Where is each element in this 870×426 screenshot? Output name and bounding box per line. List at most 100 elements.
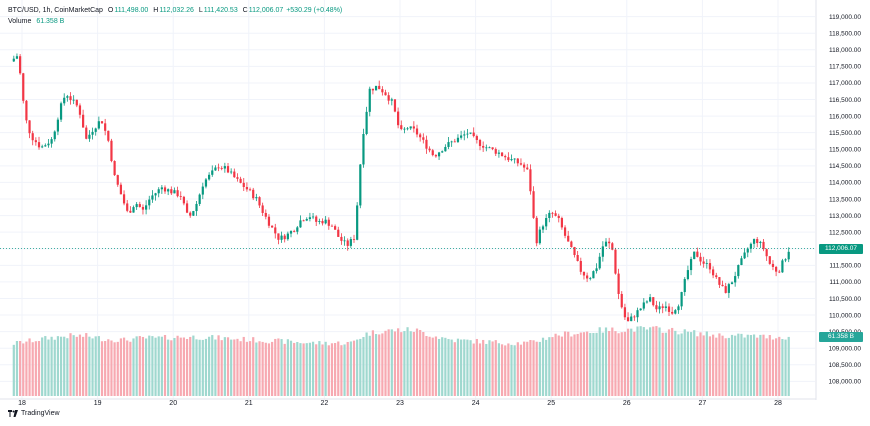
y-tick-label: 108,500.00 (828, 362, 861, 369)
volume-bar (346, 341, 349, 396)
volume-bar (141, 336, 145, 396)
volume-bar (378, 334, 381, 396)
y-tick-label: 111,500.00 (829, 263, 861, 270)
candle-body (601, 246, 604, 257)
volume-bar (173, 337, 176, 396)
volume-bar (705, 331, 708, 396)
candle-body (148, 199, 151, 206)
candle-body (500, 152, 504, 157)
volume-label[interactable]: Volume (8, 18, 32, 25)
tradingview-label: TradingView (21, 410, 60, 417)
candle-body (680, 292, 683, 307)
volume-bar (44, 336, 47, 396)
high-value: 112,032.26 (159, 7, 194, 14)
x-tick-label: 20 (169, 400, 177, 407)
candle-body (494, 149, 497, 154)
x-tick-label: 27 (699, 400, 707, 407)
volume-bar (85, 333, 88, 396)
volume-bar (41, 337, 44, 396)
candle-body (460, 135, 463, 138)
candle-body (44, 145, 47, 147)
candle-body (22, 73, 25, 101)
candle-body (444, 146, 447, 152)
candle-body (19, 56, 22, 74)
candle-body (664, 306, 667, 308)
candle-body (784, 259, 787, 261)
volume-bar (15, 340, 19, 396)
candle-body (211, 170, 214, 175)
volume-bar (365, 332, 368, 396)
candle-body (595, 268, 598, 272)
volume-bar (179, 337, 182, 396)
candle-body (708, 263, 712, 270)
candle-body (453, 141, 456, 143)
volume-bar (138, 336, 141, 396)
volume-bar (409, 331, 412, 396)
candle-body (371, 88, 375, 91)
x-tick-label: 28 (774, 400, 782, 407)
volume-bar (403, 331, 406, 396)
volume-bar (677, 334, 680, 396)
volume-bar (63, 336, 66, 396)
volume-bar (422, 331, 425, 396)
candle-body (160, 187, 163, 190)
tradingview-logo[interactable]: TradingView (8, 410, 60, 417)
candle-body (620, 293, 623, 308)
volume-bar (579, 332, 582, 396)
volume-bar (507, 343, 510, 396)
candle-body (59, 103, 63, 120)
candle-body (655, 305, 658, 310)
candle-body (167, 189, 170, 192)
volume-bar (390, 329, 393, 396)
volume-bar (97, 336, 100, 396)
candle-body (608, 241, 611, 244)
candle-body (318, 220, 321, 222)
candle-body (450, 141, 453, 143)
candle-body (129, 210, 132, 213)
volume-bar (586, 331, 589, 396)
volume-bar (302, 343, 305, 396)
time-axis[interactable]: 18 19 20 21 22 23 24 25 26 27 28 (18, 400, 782, 407)
candle-body (343, 240, 346, 242)
symbol-title[interactable]: BTC/USD, 1h, CoinMarketCap (8, 7, 103, 14)
x-tick-label: 24 (472, 400, 480, 407)
volume-bar (661, 332, 664, 396)
x-tick-label: 23 (396, 400, 404, 407)
volume-bar (696, 336, 699, 396)
price-axis[interactable]: 108,000.00108,500.00109,000.00109,500.00… (828, 14, 861, 386)
candle-body (236, 177, 239, 179)
candle-body (138, 204, 141, 207)
volume-bar (734, 335, 737, 396)
volume-bar (762, 334, 765, 396)
volume-bar (532, 340, 535, 396)
volume-bar (334, 343, 337, 396)
candle-body (72, 99, 75, 101)
candle-body (642, 302, 645, 309)
volume-bar (176, 335, 179, 396)
volume-bar (289, 340, 293, 396)
candle-body (563, 227, 567, 236)
volume-bar (601, 332, 604, 396)
candle-body (179, 196, 182, 197)
volume-bar (460, 339, 463, 396)
volume-bar (513, 345, 516, 396)
candle-body (762, 241, 765, 250)
candle-body (176, 190, 179, 197)
volume-bar (368, 335, 371, 396)
candle-body (324, 219, 327, 224)
volume-bar (170, 340, 173, 396)
candle-body (674, 310, 677, 314)
candle-body (545, 218, 548, 227)
volume-bar (214, 339, 217, 396)
volume-bar (431, 337, 434, 396)
volume-bar (447, 339, 450, 396)
candle-body (289, 231, 293, 234)
candle-body (47, 143, 50, 146)
volume-bar (308, 342, 312, 396)
volume-bar (749, 335, 753, 396)
candle-body (91, 131, 94, 135)
candle-body (94, 128, 97, 132)
volume-bar (560, 336, 564, 396)
candle-body (570, 241, 573, 248)
